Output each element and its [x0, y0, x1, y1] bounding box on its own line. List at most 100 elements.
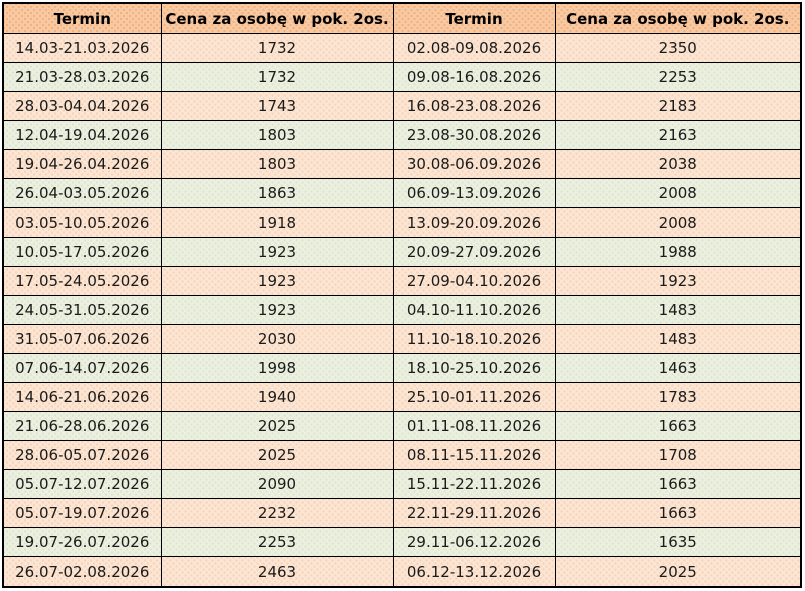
- price-cell: 1483: [554, 323, 802, 354]
- price-cell: 1663: [554, 498, 802, 529]
- termin-cell: 28.06-05.07.2026: [2, 440, 162, 471]
- termin-cell: 19.04-26.04.2026: [2, 149, 162, 180]
- termin-cell: 26.04-03.05.2026: [2, 178, 162, 209]
- table-row: 28.06-05.07.2026 2025 08.11-15.11.2026 1708: [2, 440, 802, 471]
- table-row: 24.05-31.05.2026 1923 04.10-11.10.2026 1483: [2, 294, 802, 325]
- price-cell: 1708: [554, 440, 802, 471]
- price-cell: 1923: [554, 265, 802, 296]
- table-row: 03.05-10.05.2026 1918 13.09-20.09.2026 2008: [2, 207, 802, 238]
- table-body: 14.03-21.03.2026 1732 02.08-09.08.2026 2350…: [2, 32, 802, 588]
- price-cell: 1803: [160, 120, 394, 151]
- table-row: 10.05-17.05.2026 1923 20.09-27.09.2026 1988: [2, 236, 802, 267]
- table-row: 19.07-26.07.2026 2253 29.11-06.12.2026 1635: [2, 527, 802, 558]
- price-cell: 2253: [160, 527, 394, 558]
- termin-cell: 26.07-02.08.2026: [2, 556, 162, 588]
- termin-cell: 07.06-14.07.2026: [2, 352, 162, 383]
- termin-cell: 28.03-04.04.2026: [2, 91, 162, 122]
- termin-cell: 14.06-21.06.2026: [2, 381, 162, 413]
- table-row: 14.03-21.03.2026 1732 02.08-09.08.2026 2350: [2, 32, 802, 64]
- header-termin-left: Termin: [2, 2, 162, 34]
- price-cell: 2350: [554, 32, 802, 64]
- price-cell: 2163: [554, 120, 802, 151]
- price-cell: 2463: [160, 556, 394, 588]
- termin-cell: 05.07-12.07.2026: [2, 469, 162, 500]
- price-cell: 1918: [160, 207, 394, 238]
- termin-cell: 21.06-28.06.2026: [2, 411, 162, 442]
- price-cell: 1923: [160, 294, 394, 325]
- price-cell: 2025: [160, 411, 394, 442]
- termin-cell: 21.03-28.03.2026: [2, 62, 162, 93]
- termin-cell: 16.08-23.08.2026: [392, 91, 556, 122]
- price-cell: 1998: [160, 352, 394, 383]
- table-row: 05.07-12.07.2026 2090 15.11-22.11.2026 1663: [2, 469, 802, 500]
- termin-cell: 10.05-17.05.2026: [2, 236, 162, 267]
- header-price-right: Cena za osobę w pok. 2os.: [554, 2, 802, 34]
- table-row: 17.05-24.05.2026 1923 27.09-04.10.2026 1923: [2, 265, 802, 296]
- price-cell: 2183: [554, 91, 802, 122]
- termin-cell: 05.07-19.07.2026: [2, 498, 162, 529]
- price-cell: 1940: [160, 381, 394, 413]
- table-row: 05.07-19.07.2026 2232 22.11-29.11.2026 1663: [2, 498, 802, 529]
- table-row: 14.06-21.06.2026 1940 25.10-01.11.2026 1783: [2, 381, 802, 413]
- termin-cell: 03.05-10.05.2026: [2, 207, 162, 238]
- price-cell: 1988: [554, 236, 802, 267]
- table-row: 28.03-04.04.2026 1743 16.08-23.08.2026 2183: [2, 91, 802, 122]
- price-cell: 1732: [160, 32, 394, 64]
- termin-cell: 14.03-21.03.2026: [2, 32, 162, 64]
- price-cell: 1463: [554, 352, 802, 383]
- table-row: 31.05-07.06.2026 2030 11.10-18.10.2026 1483: [2, 323, 802, 354]
- table-row: 26.07-02.08.2026 2463 06.12-13.12.2026 2025: [2, 556, 802, 588]
- termin-cell: 27.09-04.10.2026: [392, 265, 556, 296]
- termin-cell: 23.08-30.08.2026: [392, 120, 556, 151]
- termin-cell: 22.11-29.11.2026: [392, 498, 556, 529]
- termin-cell: 06.09-13.09.2026: [392, 178, 556, 209]
- termin-cell: 06.12-13.12.2026: [392, 556, 556, 588]
- termin-cell: 11.10-18.10.2026: [392, 323, 556, 354]
- termin-cell: 18.10-25.10.2026: [392, 352, 556, 383]
- table-row: 21.03-28.03.2026 1732 09.08-16.08.2026 2253: [2, 62, 802, 93]
- price-cell: 1635: [554, 527, 802, 558]
- termin-cell: 19.07-26.07.2026: [2, 527, 162, 558]
- table-row: 26.04-03.05.2026 1863 06.09-13.09.2026 2008: [2, 178, 802, 209]
- price-cell: 2008: [554, 207, 802, 238]
- price-cell: 2025: [554, 556, 802, 588]
- termin-cell: 09.08-16.08.2026: [392, 62, 556, 93]
- termin-cell: 31.05-07.06.2026: [2, 323, 162, 354]
- price-cell: 1663: [554, 411, 802, 442]
- price-cell: 2008: [554, 178, 802, 209]
- termin-cell: 17.05-24.05.2026: [2, 265, 162, 296]
- termin-cell: 08.11-15.11.2026: [392, 440, 556, 471]
- price-cell: 2090: [160, 469, 394, 500]
- price-cell: 1863: [160, 178, 394, 209]
- table-row: 21.06-28.06.2026 2025 01.11-08.11.2026 1663: [2, 411, 802, 442]
- price-cell: 1663: [554, 469, 802, 500]
- table-row: 19.04-26.04.2026 1803 30.08-06.09.2026 2038: [2, 149, 802, 180]
- price-cell: 2038: [554, 149, 802, 180]
- termin-cell: 01.11-08.11.2026: [392, 411, 556, 442]
- termin-cell: 25.10-01.11.2026: [392, 381, 556, 413]
- header-termin-right: Termin: [392, 2, 556, 34]
- price-cell: 2025: [160, 440, 394, 471]
- price-cell: 1783: [554, 381, 802, 413]
- termin-cell: 30.08-06.09.2026: [392, 149, 556, 180]
- termin-cell: 04.10-11.10.2026: [392, 294, 556, 325]
- price-cell: 1923: [160, 265, 394, 296]
- termin-cell: 12.04-19.04.2026: [2, 120, 162, 151]
- header-price-left: Cena za osobę w pok. 2os.: [160, 2, 394, 34]
- termin-cell: 13.09-20.09.2026: [392, 207, 556, 238]
- price-cell: 1483: [554, 294, 802, 325]
- price-cell: 1732: [160, 62, 394, 93]
- termin-cell: 02.08-09.08.2026: [392, 32, 556, 64]
- termin-cell: 29.11-06.12.2026: [392, 527, 556, 558]
- price-cell: 1803: [160, 149, 394, 180]
- price-cell: 2253: [554, 62, 802, 93]
- termin-cell: 15.11-22.11.2026: [392, 469, 556, 500]
- termin-cell: 20.09-27.09.2026: [392, 236, 556, 267]
- table-row: 07.06-14.07.2026 1998 18.10-25.10.2026 1463: [2, 352, 802, 383]
- price-cell: 2030: [160, 323, 394, 354]
- price-cell: 1743: [160, 91, 394, 122]
- price-cell: 2232: [160, 498, 394, 529]
- price-cell: 1923: [160, 236, 394, 267]
